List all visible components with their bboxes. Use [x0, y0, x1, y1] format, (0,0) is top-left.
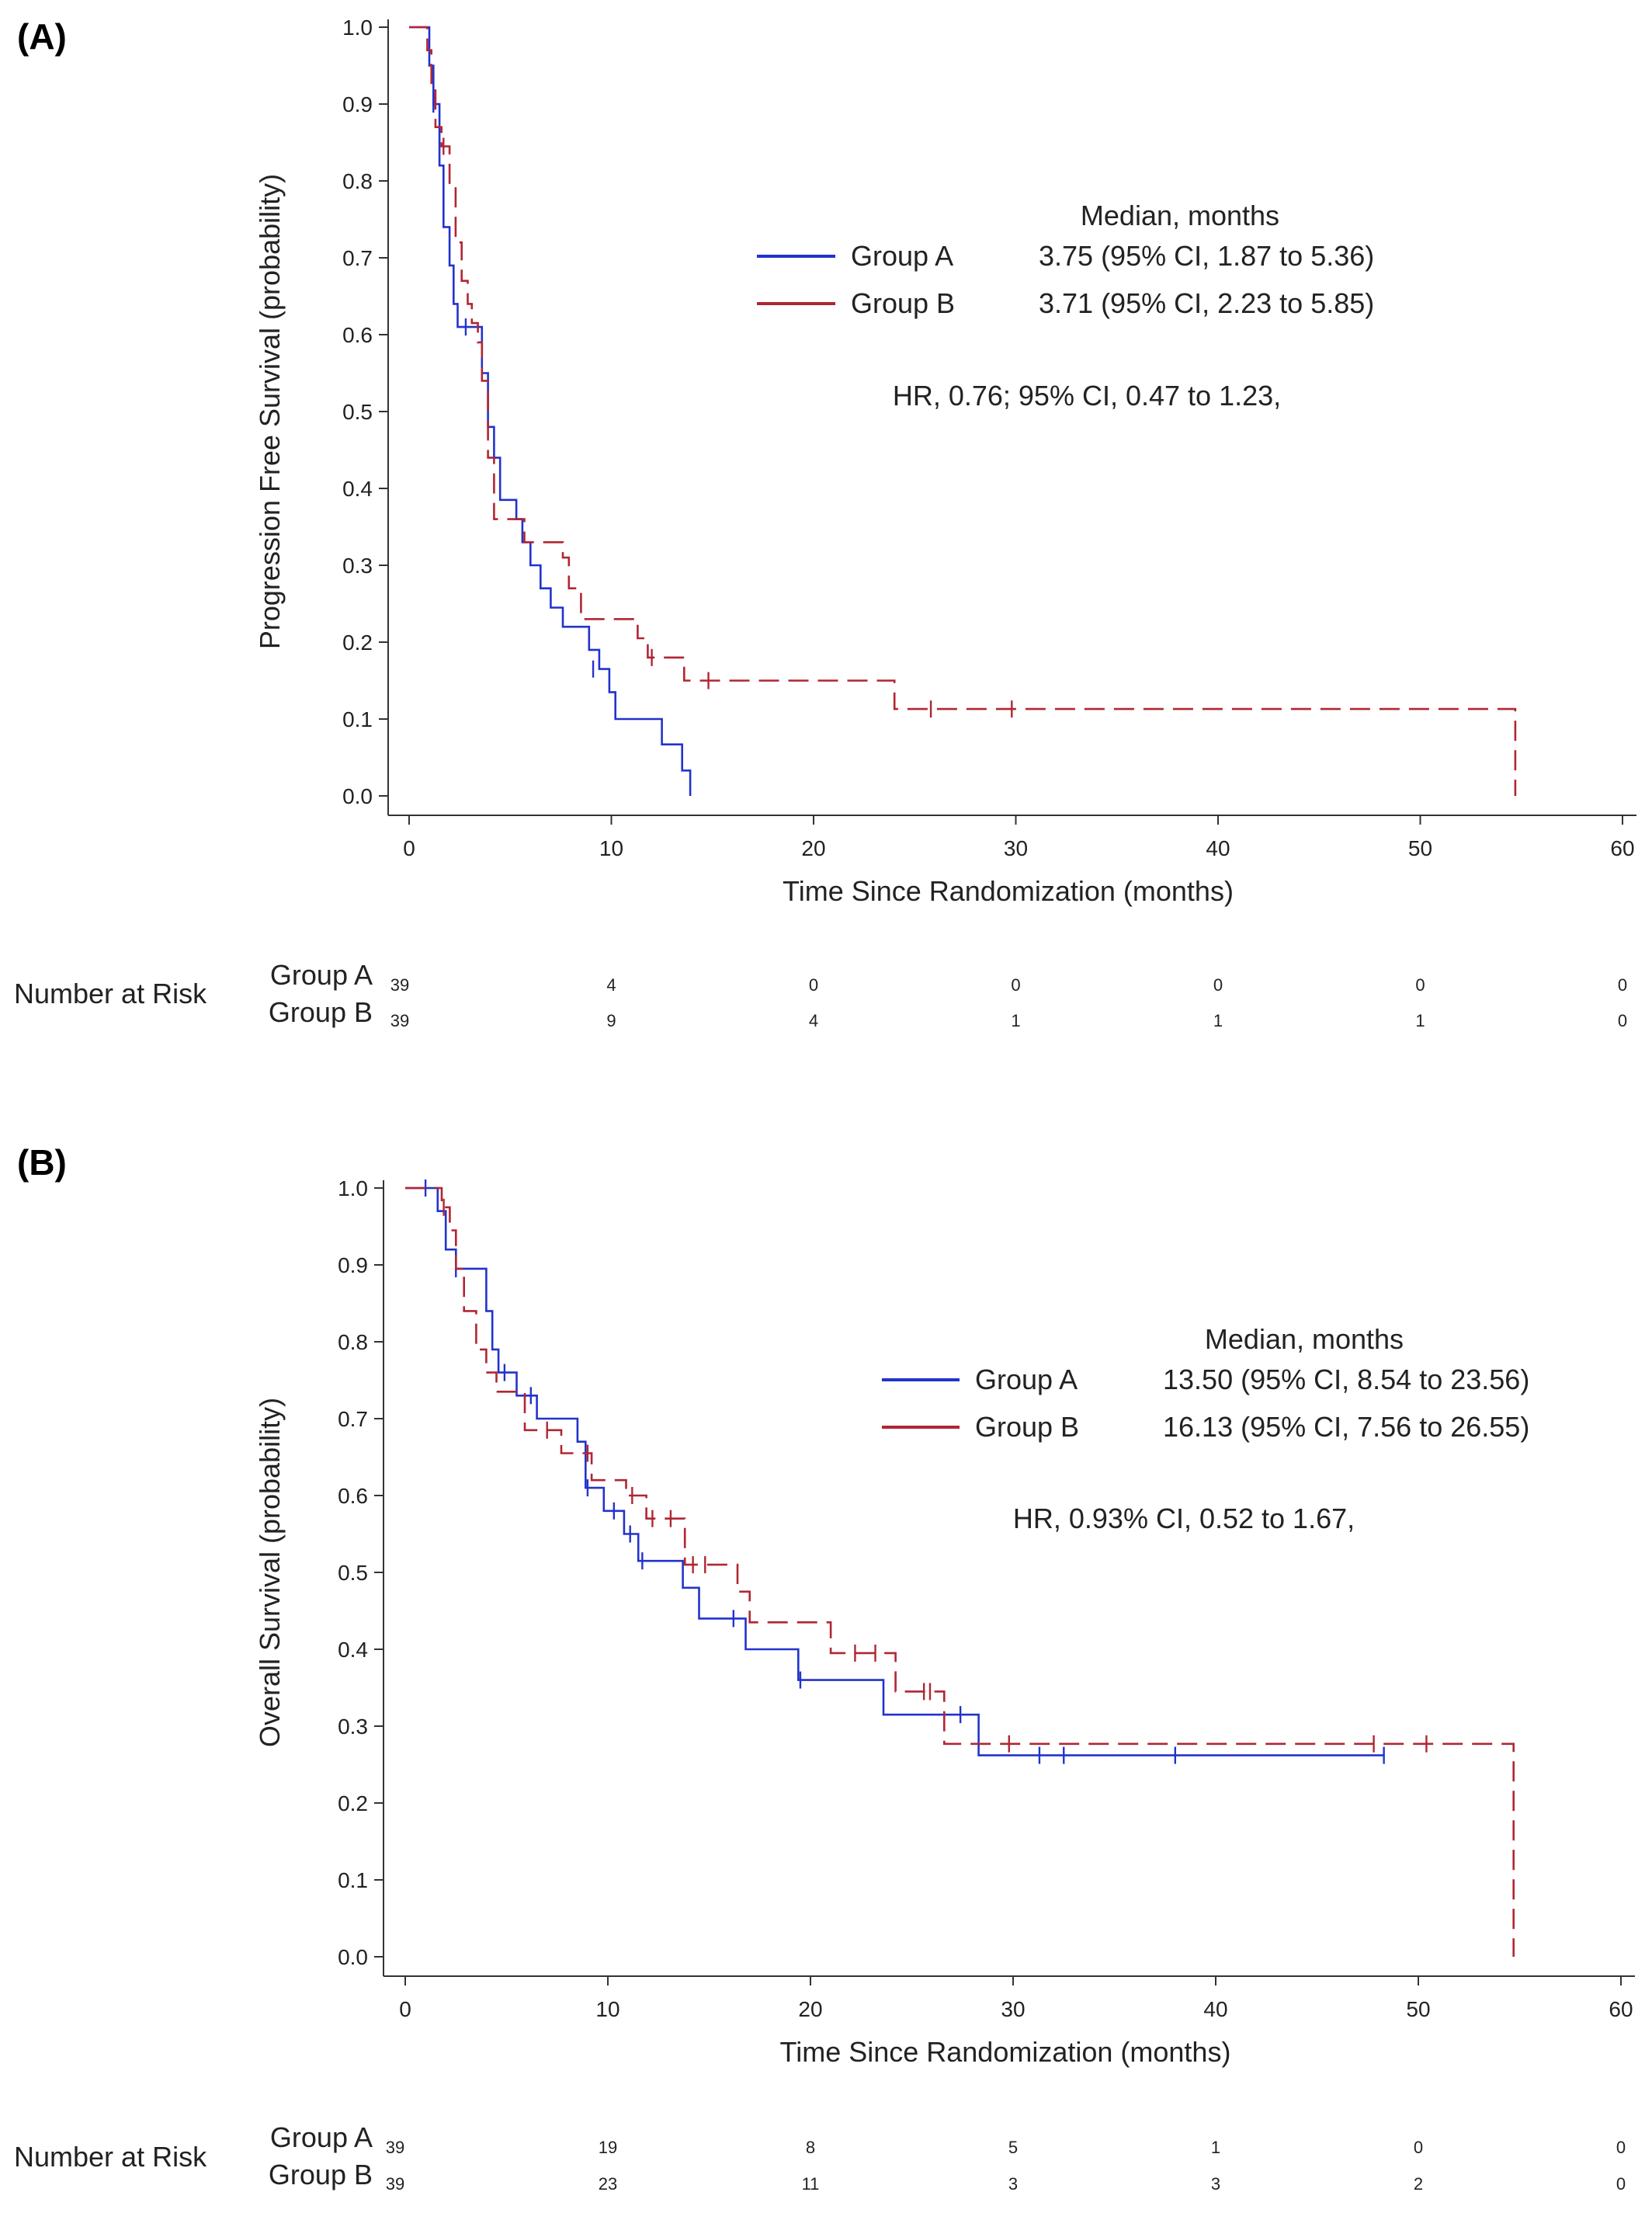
y-tick-label: 0.3	[342, 554, 373, 578]
x-tick-label: 0	[403, 836, 415, 860]
risk-count: 0	[1616, 2174, 1626, 2194]
legend-header: Median, months	[1205, 1323, 1404, 1355]
risk-count: 4	[809, 1011, 818, 1030]
risk-count: 39	[386, 2174, 404, 2194]
risk-count: 3	[1211, 2174, 1220, 2194]
survival-curve-group-b	[409, 26, 1517, 796]
risk-count: 0	[1213, 975, 1223, 995]
legend-median-value: 16.13 (95% CI, 7.56 to 26.55)	[1163, 1411, 1529, 1443]
x-tick-label: 30	[1004, 836, 1028, 860]
y-tick-label: 0.6	[338, 1484, 368, 1508]
risk-count: 39	[390, 1011, 409, 1030]
risk-count: 39	[386, 2138, 404, 2157]
legend-median-value: 3.71 (95% CI, 2.23 to 5.85)	[1039, 287, 1374, 319]
risk-group-label: Group A	[270, 2121, 373, 2153]
survival-curve-group-a	[405, 1186, 1384, 1756]
y-tick-label: 0.9	[342, 92, 373, 116]
risk-count: 1	[1011, 1011, 1020, 1030]
y-axis-label: Overall Survival (probability)	[254, 1398, 286, 1747]
legend-median-value: 13.50 (95% CI, 8.54 to 23.56)	[1163, 1364, 1529, 1395]
risk-count: 0	[1011, 975, 1020, 995]
y-tick-label: 1.0	[338, 1176, 368, 1200]
legend-series-name: Group B	[975, 1411, 1079, 1443]
y-tick-label: 0.1	[342, 707, 373, 731]
y-tick-label: 0.4	[342, 477, 373, 501]
risk-count: 5	[1008, 2138, 1018, 2157]
y-axis-label: Progression Free Survival (probability)	[254, 174, 286, 649]
x-tick-label: 20	[798, 1997, 822, 2021]
y-tick-label: 0.7	[342, 246, 373, 270]
hazard-ratio-annotation: HR, 0.76; 95% CI, 0.47 to 1.23,	[893, 380, 1281, 412]
risk-count: 1	[1415, 1011, 1425, 1030]
panel-label: (B)	[17, 1142, 67, 1183]
y-tick-label: 0.3	[338, 1714, 368, 1739]
risk-group-label: Group B	[269, 996, 373, 1028]
legend-series-name: Group A	[851, 240, 953, 272]
y-tick-label: 0.8	[338, 1330, 368, 1354]
survival-curve-group-a	[409, 26, 692, 796]
risk-count: 11	[802, 2174, 820, 2194]
y-tick-label: 0.1	[338, 1868, 368, 1892]
legend-series-name: Group B	[851, 287, 955, 319]
x-axis-label: Time Since Randomization (months)	[783, 875, 1234, 907]
y-tick-label: 0.5	[342, 400, 373, 424]
risk-count: 8	[806, 2138, 815, 2157]
survival-curve-group-b	[405, 1186, 1515, 1957]
risk-count: 4	[606, 975, 616, 995]
x-tick-label: 40	[1203, 1997, 1227, 2021]
risk-group-label: Group A	[270, 959, 373, 991]
x-tick-label: 50	[1406, 1997, 1430, 2021]
risk-count: 0	[1616, 2138, 1626, 2157]
y-tick-label: 0.0	[338, 1945, 368, 1969]
legend-series-name: Group A	[975, 1364, 1078, 1395]
km-panel-b: (B)0.00.10.20.30.40.50.60.70.80.91.00 10 2…	[14, 1142, 1635, 2194]
panel-label: (A)	[17, 16, 67, 57]
risk-count: 0	[1618, 1011, 1627, 1030]
number-at-risk-title: Number at Risk	[14, 2141, 207, 2173]
x-tick-label: 60	[1609, 1997, 1633, 2021]
y-tick-label: 0.8	[342, 169, 373, 193]
x-axis-label: Time Since Randomization (months)	[780, 2036, 1231, 2068]
y-tick-label: 0.2	[342, 631, 373, 655]
legend-median-value: 3.75 (95% CI, 1.87 to 5.36)	[1039, 240, 1374, 272]
x-tick-label: 10	[599, 836, 623, 860]
hazard-ratio-annotation: HR, 0.93% CI, 0.52 to 1.67,	[1013, 1503, 1355, 1534]
y-tick-label: 0.9	[338, 1253, 368, 1277]
risk-count: 0	[809, 975, 818, 995]
risk-group-label: Group B	[269, 2159, 373, 2190]
legend-header: Median, months	[1081, 200, 1279, 231]
risk-count: 19	[599, 2138, 617, 2157]
y-tick-label: 0.5	[338, 1561, 368, 1585]
x-tick-label: 30	[1001, 1997, 1025, 2021]
km-panel-a: (A)0.00.10.20.30.40.50.60.70.80.91.00 10 2…	[14, 16, 1636, 1030]
number-at-risk-title: Number at Risk	[14, 978, 207, 1009]
x-tick-label: 20	[801, 836, 825, 860]
risk-count: 0	[1618, 975, 1627, 995]
risk-count: 0	[1415, 975, 1425, 995]
x-tick-label: 0	[399, 1997, 411, 2021]
y-tick-label: 0.6	[342, 323, 373, 347]
x-tick-label: 60	[1610, 836, 1634, 860]
risk-count: 1	[1211, 2138, 1220, 2157]
risk-count: 1	[1213, 1011, 1223, 1030]
risk-count: 39	[390, 975, 409, 995]
risk-count: 9	[606, 1011, 616, 1030]
x-tick-label: 50	[1408, 836, 1432, 860]
x-tick-label: 40	[1206, 836, 1230, 860]
x-tick-label: 10	[595, 1997, 620, 2021]
y-tick-label: 0.7	[338, 1407, 368, 1431]
y-tick-label: 0.0	[342, 784, 373, 808]
risk-count: 0	[1414, 2138, 1423, 2157]
risk-count: 2	[1414, 2174, 1423, 2194]
y-tick-label: 0.4	[338, 1638, 368, 1662]
risk-count: 23	[599, 2174, 617, 2194]
y-tick-label: 1.0	[342, 16, 373, 40]
risk-count: 3	[1008, 2174, 1018, 2194]
y-tick-label: 0.2	[338, 1791, 368, 1815]
